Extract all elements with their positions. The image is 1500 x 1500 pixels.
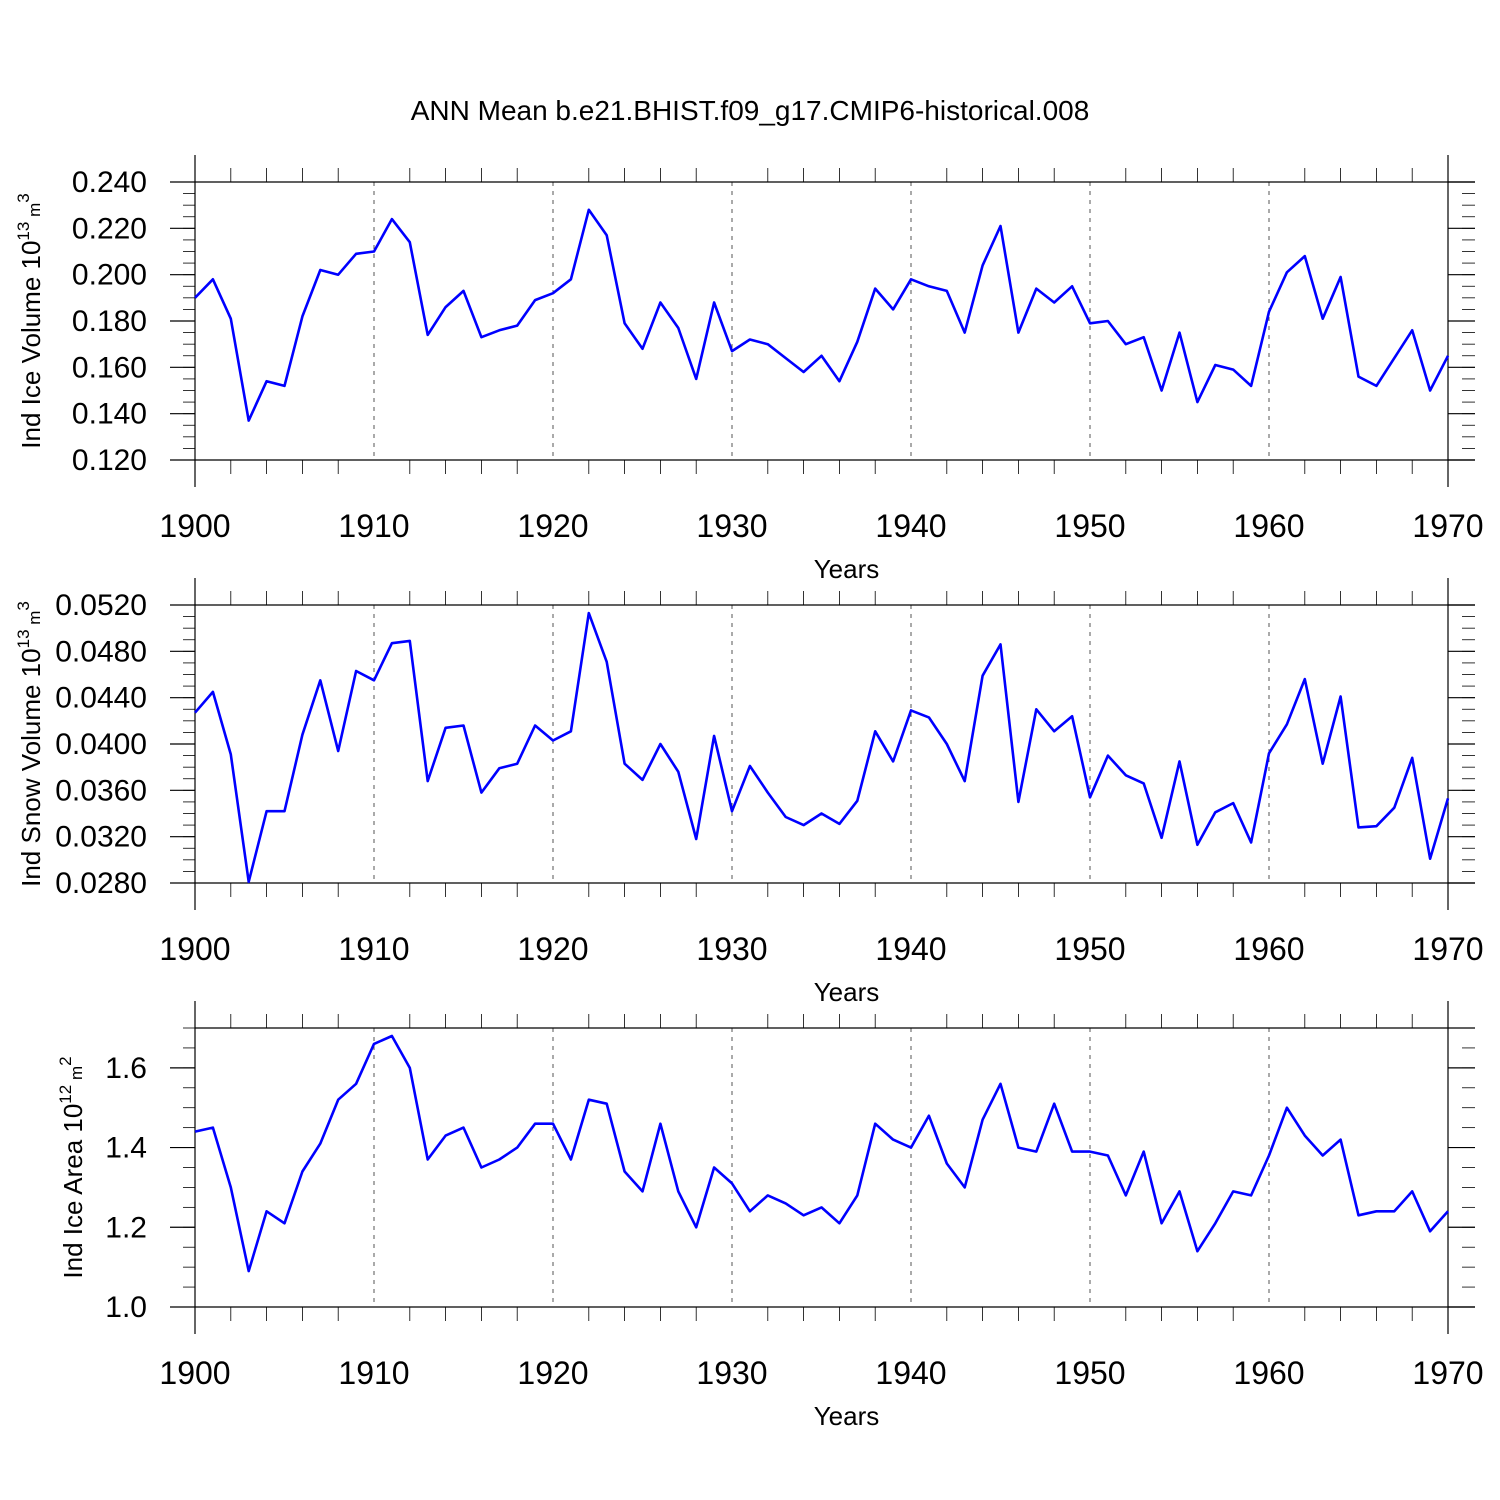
- y-tick-label: 0.140: [72, 398, 147, 431]
- x-tick-label: 1900: [159, 508, 230, 544]
- x-tick-label: 1900: [159, 931, 230, 967]
- x-tick-label: 1900: [159, 1355, 230, 1391]
- y-tick-label: 1.6: [105, 1052, 147, 1085]
- y-label-text: Ind Ice Area 10: [58, 1104, 88, 1279]
- x-tick-label: 1950: [1054, 508, 1125, 544]
- chart-title: ANN Mean b.e21.BHIST.f09_g17.CMIP6-histo…: [411, 95, 1090, 126]
- y-label-text: Ind Snow Volume 10: [16, 648, 46, 887]
- x-tick-label: 1910: [338, 931, 409, 967]
- y-axis-label: Ind Snow Volume 1013 m3: [14, 601, 46, 887]
- panel-1: 0.120 0.140 0.160 0.180 0.200 0.220 0.240 1900 1…: [14, 155, 1484, 584]
- series-line: [194, 208, 1450, 422]
- y-label-unit: m: [25, 611, 44, 630]
- y-label-exponent: 13: [14, 629, 33, 648]
- y-axis-label: Ind Ice Area 1012 m2: [56, 1056, 88, 1278]
- y-tick-label: 0.0440: [55, 682, 147, 715]
- x-tick-label: 1930: [696, 508, 767, 544]
- y-label-unit: m: [25, 203, 44, 222]
- panel-2: 0.0280 0.0320 0.0360 0.0400 0.0440 0.0480 0.05…: [14, 578, 1484, 1007]
- y-tick-label: 1.4: [105, 1132, 147, 1165]
- y-tick-label: 0.0320: [55, 821, 147, 854]
- y-tick-label: 0.160: [72, 351, 147, 384]
- y-tick-label: 0.0280: [55, 867, 147, 900]
- y-tick-label: 1.0: [105, 1291, 147, 1324]
- y-tick-label: 0.0400: [55, 728, 147, 761]
- x-tick-label: 1940: [875, 508, 946, 544]
- y-tick-label: 0.0520: [55, 589, 147, 622]
- x-tick-label: 1910: [338, 508, 409, 544]
- x-tick-label: 1930: [696, 1355, 767, 1391]
- x-axis-label: Years: [814, 977, 880, 1007]
- y-label-unit: m: [67, 1066, 86, 1085]
- y-tick-label: 0.200: [72, 259, 147, 292]
- x-tick-label: 1910: [338, 1355, 409, 1391]
- y-label-unit-exponent: 3: [14, 193, 33, 202]
- x-tick-label: 1940: [875, 1355, 946, 1391]
- x-tick-label: 1970: [1412, 931, 1483, 967]
- series-line: [194, 1034, 1449, 1273]
- y-label-unit-exponent: 2: [56, 1056, 75, 1065]
- x-axis-label: Years: [814, 554, 880, 584]
- x-tick-label: 1960: [1233, 931, 1304, 967]
- y-tick-label: 0.0360: [55, 774, 147, 807]
- y-label-exponent: 13: [14, 222, 33, 241]
- y-tick-label: 0.220: [72, 212, 147, 245]
- y-axis-label: Ind Ice Volume 1013 m3: [14, 193, 46, 448]
- x-tick-label: 1940: [875, 931, 946, 967]
- x-tick-label: 1970: [1412, 508, 1483, 544]
- y-label-unit-exponent: 3: [14, 601, 33, 610]
- y-tick-label: 0.180: [72, 305, 147, 338]
- x-tick-label: 1960: [1233, 508, 1304, 544]
- y-label-text: Ind Ice Volume 10: [16, 241, 46, 449]
- y-tick-label: 0.240: [72, 166, 147, 199]
- y-tick-label: 0.120: [72, 444, 147, 477]
- x-axis-label: Years: [814, 1401, 880, 1431]
- y-label-exponent: 12: [56, 1085, 75, 1104]
- x-tick-label: 1930: [696, 931, 767, 967]
- x-tick-label: 1950: [1054, 1355, 1125, 1391]
- x-tick-label: 1970: [1412, 1355, 1483, 1391]
- series-line: [194, 611, 1450, 884]
- x-tick-label: 1920: [517, 931, 588, 967]
- x-tick-label: 1960: [1233, 1355, 1304, 1391]
- x-tick-label: 1920: [517, 1355, 588, 1391]
- x-tick-label: 1920: [517, 508, 588, 544]
- x-tick-label: 1950: [1054, 931, 1125, 967]
- y-tick-label: 0.0480: [55, 635, 147, 668]
- panel-3: 1.0 1.2 1.4 1.6 1900 1910 1920 1930 1940 1950 1960…: [56, 1001, 1484, 1431]
- y-tick-label: 1.2: [105, 1211, 147, 1244]
